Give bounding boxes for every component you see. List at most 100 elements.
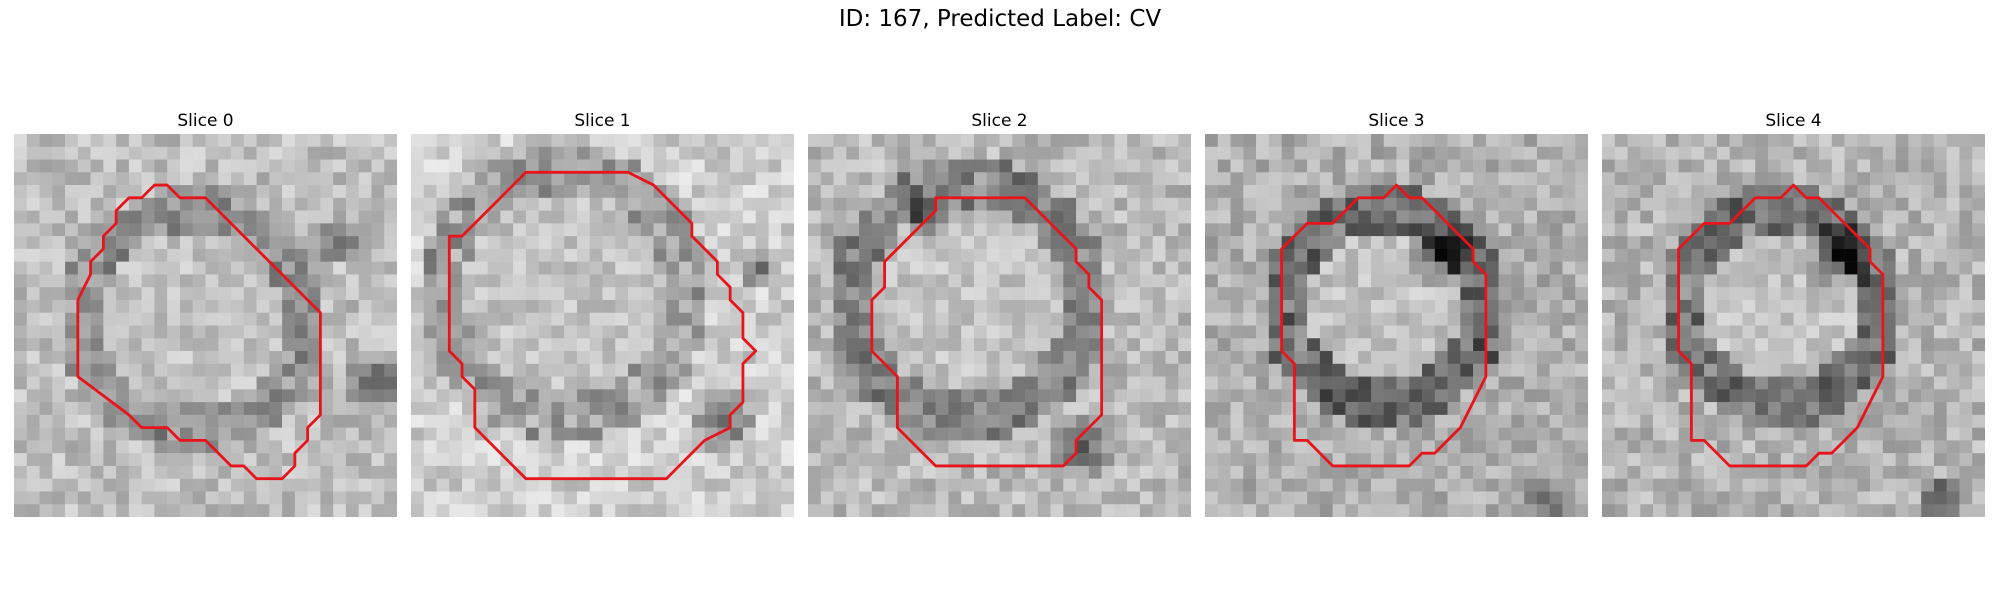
pixel <box>1088 440 1102 454</box>
pixel <box>628 210 642 224</box>
pixel <box>1627 389 1641 403</box>
pixel <box>1114 197 1128 211</box>
pixel <box>704 197 718 211</box>
pixel <box>717 146 731 160</box>
pixel <box>897 351 911 365</box>
pixel <box>1409 261 1423 275</box>
pixel <box>538 312 552 326</box>
pixel <box>961 185 975 199</box>
pixel <box>411 274 425 288</box>
pixel <box>717 478 731 492</box>
pixel <box>423 134 437 148</box>
pixel <box>1063 376 1077 390</box>
pixel <box>999 210 1013 224</box>
pixel <box>256 274 270 288</box>
pixel <box>1653 338 1667 352</box>
pixel <box>538 351 552 365</box>
pixel <box>358 376 372 390</box>
pixel <box>26 261 40 275</box>
pixel <box>1511 427 1525 441</box>
pixel <box>1602 312 1616 326</box>
pixel <box>1409 223 1423 237</box>
pixel <box>691 414 705 428</box>
pixel <box>768 478 782 492</box>
pixel <box>1037 478 1051 492</box>
pixel <box>1895 389 1909 403</box>
pixel <box>65 299 79 313</box>
pixel <box>653 491 667 505</box>
pixel <box>1256 146 1270 160</box>
pixel <box>1447 465 1461 479</box>
pixel <box>1152 376 1166 390</box>
pixel <box>154 159 168 173</box>
pixel <box>615 248 629 262</box>
pixel <box>935 363 949 377</box>
pixel <box>1268 312 1282 326</box>
pixel <box>384 402 397 416</box>
pixel <box>1050 465 1064 479</box>
pixel <box>538 440 552 454</box>
pixel <box>871 338 885 352</box>
pixel <box>294 491 308 505</box>
pixel <box>384 491 397 505</box>
pixel <box>1536 376 1550 390</box>
pixel <box>1665 414 1679 428</box>
pixel <box>1549 376 1563 390</box>
pixel <box>1370 287 1384 301</box>
pixel <box>859 363 873 377</box>
pixel <box>282 363 296 377</box>
pixel <box>1332 465 1346 479</box>
pixel <box>666 134 680 148</box>
pixel <box>231 427 245 441</box>
pixel <box>1562 210 1576 224</box>
pixel <box>1895 363 1909 377</box>
pixel <box>1434 223 1448 237</box>
pixel <box>1294 134 1308 148</box>
pixel <box>449 197 463 211</box>
pixel <box>1358 197 1372 211</box>
pixel <box>1819 172 1833 186</box>
pixel <box>1729 414 1743 428</box>
pixel <box>615 478 629 492</box>
pixel <box>1178 427 1191 441</box>
pixel <box>704 402 718 416</box>
pixel <box>1678 274 1692 288</box>
pixel <box>1473 172 1487 186</box>
pixel <box>1627 504 1641 517</box>
pixel <box>717 134 731 148</box>
pixel <box>423 338 437 352</box>
pixel <box>205 325 219 339</box>
pixel <box>128 248 142 262</box>
pixel <box>1806 299 1820 313</box>
pixel <box>358 172 372 186</box>
pixel <box>871 414 885 428</box>
pixel <box>1050 402 1064 416</box>
pixel <box>820 504 834 517</box>
pixel <box>1101 504 1115 517</box>
pixel <box>1704 325 1718 339</box>
pixel <box>218 134 232 148</box>
pixel <box>589 172 603 186</box>
pixel <box>500 146 514 160</box>
pixel <box>1050 185 1064 199</box>
pixel <box>1473 236 1487 250</box>
pixel <box>679 389 693 403</box>
pixel <box>1704 338 1718 352</box>
pixel <box>589 440 603 454</box>
pixel <box>333 210 347 224</box>
pixel <box>576 376 590 390</box>
pixel <box>846 134 860 148</box>
pixel <box>589 351 603 365</box>
pixel <box>1050 172 1064 186</box>
pixel <box>1434 299 1448 313</box>
pixel <box>1614 453 1628 467</box>
pixel <box>1678 453 1692 467</box>
pixel <box>768 312 782 326</box>
pixel <box>1101 299 1115 313</box>
pixel <box>704 389 718 403</box>
pixel <box>1524 363 1538 377</box>
pixel <box>742 146 756 160</box>
pixel <box>640 402 654 416</box>
pixel <box>1549 363 1563 377</box>
pixel <box>243 159 257 173</box>
